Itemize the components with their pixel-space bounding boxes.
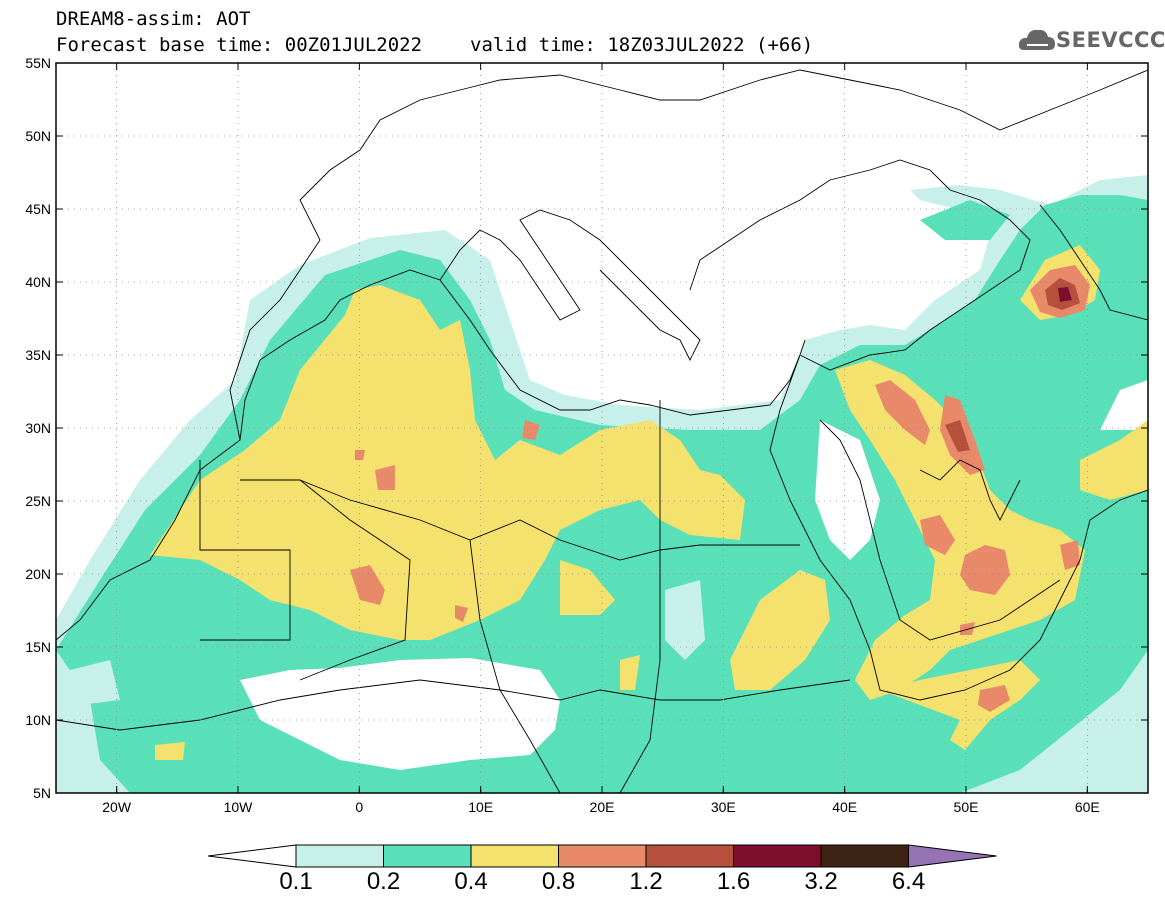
colorbar-level-label: 1.6 bbox=[716, 868, 751, 895]
colorbar-segment bbox=[733, 844, 822, 868]
colorbar-under-arrow bbox=[207, 844, 297, 868]
aot-level-0-4 bbox=[150, 245, 1148, 760]
colorbar-level-label: 1.2 bbox=[629, 868, 663, 895]
lon-label: 20E bbox=[590, 799, 615, 815]
colorbar-level-label: 0.2 bbox=[366, 868, 401, 895]
lat-label: 25N bbox=[25, 493, 51, 509]
lon-label: 10E bbox=[468, 799, 493, 815]
lon-labels: 20W 10W 0 10E 20E 30E 40E 50E 60E bbox=[102, 799, 1100, 815]
map-title: DREAM8-assim: AOT bbox=[56, 8, 251, 30]
axis-ticks bbox=[56, 62, 1148, 794]
lon-label: 60E bbox=[1075, 799, 1100, 815]
lat-label: 30N bbox=[25, 420, 51, 436]
valid-time: valid time: 18Z03JUL2022 (+66) bbox=[470, 34, 814, 56]
lat-label: 20N bbox=[25, 566, 51, 582]
colorbar-level-label: 0.8 bbox=[541, 868, 576, 895]
lon-label: 10W bbox=[224, 799, 254, 815]
colorbar-segment bbox=[645, 844, 734, 868]
coastlines bbox=[56, 69, 1148, 793]
lat-label: 5N bbox=[33, 785, 51, 801]
lon-label: 0 bbox=[355, 799, 363, 815]
seevccc-logo: SEEVCCC bbox=[1018, 24, 1165, 56]
base-time: Forecast base time: 00Z01JUL2022 bbox=[56, 34, 423, 56]
lat-label: 50N bbox=[25, 128, 51, 144]
lat-lon-grid bbox=[56, 63, 1148, 793]
colorbar-segment bbox=[295, 844, 384, 868]
colorbar-segment bbox=[383, 844, 472, 868]
lat-label: 40N bbox=[25, 274, 51, 290]
colorbar-segment bbox=[558, 844, 647, 868]
colorbar-level-label: 0.4 bbox=[454, 868, 488, 895]
colorbar-segment bbox=[470, 844, 559, 868]
lon-label: 40E bbox=[832, 799, 857, 815]
lat-label: 45N bbox=[25, 201, 51, 217]
cloud-icon bbox=[1018, 29, 1055, 50]
lat-label: 10N bbox=[25, 712, 51, 728]
lon-label: 20W bbox=[102, 799, 132, 815]
colorbar-level-label: 0.1 bbox=[279, 868, 313, 895]
colorbar-level-label: 6.4 bbox=[891, 868, 926, 895]
colorbar-level-label: 3.2 bbox=[804, 868, 838, 895]
aot-level-1-6 bbox=[1058, 287, 1072, 302]
lon-label: 30E bbox=[711, 799, 736, 815]
time-info: Forecast base time: 00Z01JUL2022 valid ti… bbox=[56, 34, 813, 56]
colorbar-segment bbox=[820, 844, 909, 868]
lat-label: 15N bbox=[25, 639, 51, 655]
lat-labels: 55N 50N 45N 40N 35N 30N 25N 20N 15N 10N 5N bbox=[25, 55, 51, 801]
colorbar bbox=[207, 844, 997, 868]
aot-level-below bbox=[70, 380, 1148, 770]
colorbar-over-arrow bbox=[908, 844, 997, 868]
lon-label: 50E bbox=[954, 799, 979, 815]
lat-label: 35N bbox=[25, 347, 51, 363]
lat-label: 55N bbox=[25, 55, 51, 71]
